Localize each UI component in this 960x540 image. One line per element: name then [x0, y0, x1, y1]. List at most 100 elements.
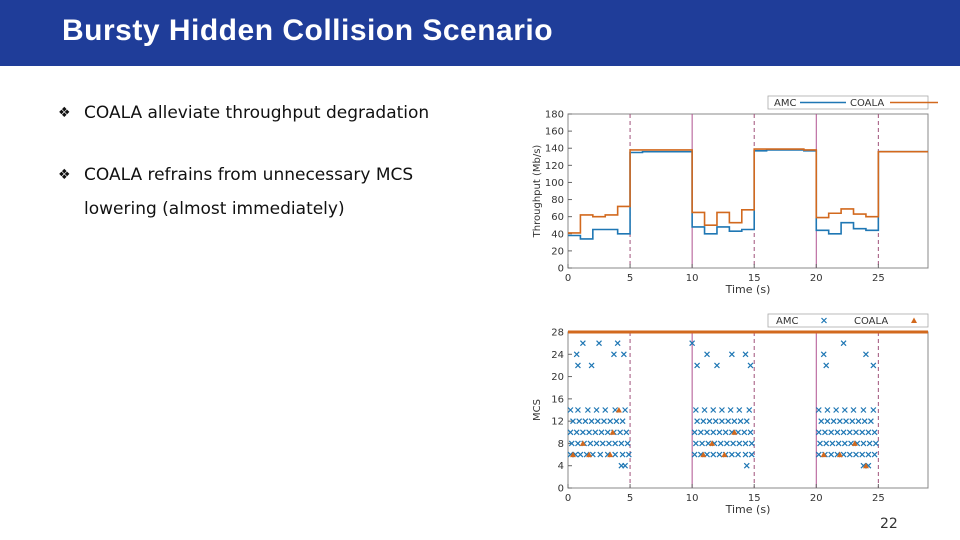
- amc-point: [586, 429, 593, 436]
- amc-point: [582, 418, 589, 425]
- series-line-coala: [568, 148, 928, 234]
- amc-point: [716, 451, 723, 458]
- bullet-item: ❖ COALA alleviate throughput degradation: [58, 96, 508, 130]
- amc-point: [710, 407, 717, 413]
- amc-point: [730, 440, 737, 447]
- bullet-text-continued: lowering (almost immediately): [84, 199, 345, 219]
- series-line-amc: [568, 149, 928, 240]
- y-tick-label: 80: [551, 195, 564, 206]
- coala-point: [700, 451, 707, 458]
- amc-point: [871, 451, 878, 458]
- amc-point: [587, 440, 594, 447]
- throughput-chart: 0 5 10 15 20 25 0 20 40 60 80 100 120 140 160 180 Time (…: [532, 95, 938, 296]
- amc-point: [836, 418, 843, 425]
- bullet-text: COALA alleviate throughput degradation: [84, 103, 430, 123]
- bullet-list: ❖ COALA alleviate throughput degradation…: [58, 96, 508, 254]
- amc-point: [865, 429, 872, 436]
- amc-point: [735, 451, 741, 458]
- coala-point: [607, 451, 614, 458]
- coala-point: [615, 407, 622, 413]
- amc-point: [853, 429, 859, 436]
- amc-point: [815, 429, 822, 436]
- amc-point: [863, 351, 869, 358]
- legend-box: [767, 313, 929, 328]
- amc-point: [714, 362, 720, 369]
- amc-point: [617, 429, 624, 436]
- amc-point: [824, 407, 831, 413]
- x-tick-label: 20: [810, 493, 823, 504]
- coala-point: [731, 429, 738, 435]
- amc-point: [855, 418, 862, 425]
- amc-point: [741, 429, 748, 436]
- amc-point: [575, 362, 581, 369]
- amc-point: [871, 429, 878, 436]
- amc-point: [611, 351, 617, 358]
- x-tick-label: 0: [565, 493, 571, 504]
- amc-point: [835, 440, 842, 447]
- legend-swatch: [911, 317, 917, 323]
- amc-point: [747, 362, 754, 369]
- mcs-chart: 0 5 10 15 20 25 0 4 8 12 16 20 24 28 Time (s) MCS AMC COA…: [532, 313, 929, 516]
- amc-point: [823, 440, 830, 447]
- amc-point: [710, 451, 717, 458]
- y-axis-label: MCS: [532, 399, 543, 421]
- x-axis-label: Time (s): [725, 503, 771, 516]
- amc-point: [815, 407, 822, 413]
- amc-point: [598, 429, 605, 436]
- amc-point: [692, 407, 699, 413]
- amc-point: [817, 440, 823, 447]
- amc-point: [818, 418, 825, 425]
- amc-point: [865, 451, 872, 458]
- amc-point: [823, 362, 830, 369]
- amc-point: [824, 418, 831, 425]
- amc-point: [692, 440, 699, 447]
- amc-point: [612, 451, 619, 458]
- coala-point: [836, 451, 843, 458]
- amc-point: [607, 418, 614, 425]
- bullet-item: ❖ COALA refrains from unnecessary MCS lo…: [58, 158, 508, 226]
- y-tick-label: 4: [558, 461, 564, 472]
- amc-point: [728, 451, 735, 458]
- legend-label: COALA: [854, 316, 888, 327]
- amc-point: [606, 440, 612, 447]
- amc-point: [619, 451, 626, 458]
- x-tick-label: 10: [686, 273, 699, 284]
- diamond-bullet-icon: ❖: [58, 105, 71, 121]
- amc-point: [577, 451, 584, 458]
- amc-point: [841, 440, 848, 447]
- coala-point: [721, 451, 728, 458]
- x-tick-label: 0: [565, 273, 571, 284]
- amc-point: [694, 362, 701, 369]
- amc-point: [602, 407, 609, 413]
- amc-point: [843, 418, 849, 425]
- x-tick-label: 25: [872, 493, 885, 504]
- amc-point: [599, 440, 606, 447]
- coala-point: [579, 440, 586, 446]
- amc-point: [624, 440, 631, 447]
- amc-point: [712, 418, 719, 425]
- amc-point: [567, 407, 574, 413]
- page-number: 22: [880, 516, 898, 532]
- x-tick-label: 5: [627, 273, 633, 284]
- y-tick-label: 40: [551, 229, 564, 240]
- y-tick-label: 180: [545, 110, 564, 121]
- amc-point: [613, 418, 620, 425]
- diamond-bullet-icon: ❖: [58, 167, 71, 183]
- legend-label: COALA: [850, 98, 884, 109]
- plot-area: [567, 331, 929, 489]
- x-tick-label: 15: [748, 273, 761, 284]
- legend-label: AMC: [776, 316, 798, 327]
- amc-point: [570, 418, 576, 425]
- coala-point: [569, 451, 576, 458]
- amc-point: [614, 340, 621, 347]
- amc-point: [706, 418, 713, 425]
- amc-point: [717, 440, 724, 447]
- y-tick-label: 120: [545, 161, 564, 172]
- y-tick-label: 140: [545, 144, 564, 155]
- amc-point: [701, 407, 708, 413]
- amc-point: [719, 407, 725, 413]
- amc-point: [834, 429, 841, 436]
- x-tick-label: 5: [627, 493, 633, 504]
- y-tick-label: 60: [551, 212, 564, 223]
- amc-point: [723, 440, 730, 447]
